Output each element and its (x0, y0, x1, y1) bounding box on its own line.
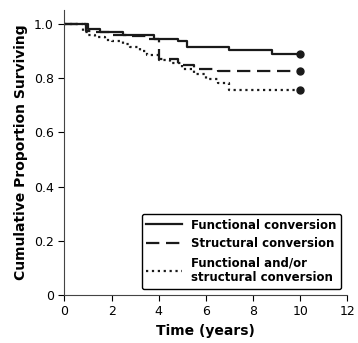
X-axis label: Time (years): Time (years) (156, 324, 255, 338)
Y-axis label: Cumulative Proportion Surviving: Cumulative Proportion Surviving (14, 25, 29, 281)
Legend: Functional conversion, Structural conversion, Functional and/or
structural conve: Functional conversion, Structural conver… (142, 214, 342, 289)
